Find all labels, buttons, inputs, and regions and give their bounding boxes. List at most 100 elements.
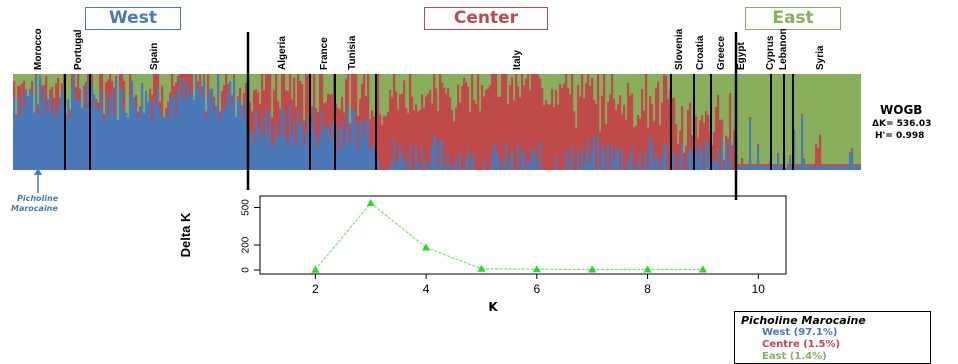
ancestry-column-west	[91, 85, 94, 170]
ancestry-column-center	[565, 74, 568, 149]
ancestry-column-center	[435, 88, 438, 138]
ancestry-column-center	[843, 164, 846, 167]
ancestry-column-center	[153, 74, 156, 100]
ancestry-column-west	[303, 146, 306, 170]
ancestry-column-west	[281, 106, 284, 170]
ancestry-column-center	[275, 74, 278, 123]
ancestry-column-center	[733, 130, 736, 170]
ancestry-column-center	[615, 109, 618, 150]
ancestry-column-west	[125, 112, 128, 170]
ancestry-column-west	[109, 99, 112, 170]
ancestry-column-center	[429, 89, 432, 162]
ancestry-column-west	[509, 156, 512, 170]
ancestry-column-west	[751, 166, 754, 170]
ancestry-column-west	[159, 108, 162, 170]
ancestry-column-center	[21, 83, 24, 93]
ancestry-column-center	[347, 74, 350, 105]
ancestry-column-west	[529, 162, 532, 170]
ancestry-column-center	[757, 144, 760, 146]
ancestry-column-center	[721, 119, 724, 138]
ancestry-column-center	[223, 84, 226, 110]
ancestry-column-west	[363, 136, 366, 170]
ancestry-column-center	[799, 164, 802, 167]
ancestry-column-west	[409, 145, 412, 170]
ancestry-column-west	[323, 124, 326, 170]
ancestry-column-west	[415, 146, 418, 170]
ancestry-column-west	[689, 147, 692, 170]
ancestry-column-center	[445, 93, 448, 170]
ancestry-column-center	[387, 111, 390, 170]
arrow-up-icon	[34, 168, 42, 193]
ancestry-column-west	[35, 75, 38, 170]
ancestry-column-center	[239, 87, 242, 102]
ancestry-column-center	[449, 97, 452, 166]
ancestry-column-west	[253, 144, 256, 170]
ancestry-column-west	[467, 148, 470, 170]
ancestry-column-center	[825, 164, 828, 167]
ancestry-column-west	[51, 113, 54, 170]
ancestry-column-center	[737, 164, 740, 167]
ancestry-column-west	[137, 117, 140, 170]
ancestry-column-center	[807, 164, 810, 167]
ancestry-column-center	[307, 74, 310, 115]
ancestry-column-west	[447, 154, 450, 170]
ancestry-column-center	[547, 104, 550, 170]
ancestry-column-center	[403, 80, 406, 161]
ancestry-column-west	[781, 166, 784, 170]
ancestry-column-west	[155, 104, 158, 170]
ancestry-column-center	[659, 125, 662, 170]
ancestry-column-west	[739, 166, 742, 170]
ancestry-column-center	[453, 121, 456, 165]
ancestry-column-center	[563, 83, 566, 170]
ancestry-column-west	[673, 151, 676, 170]
ancestry-column-center	[525, 78, 528, 170]
ancestry-column-west	[119, 87, 122, 170]
ancestry-column-west	[273, 144, 276, 170]
ancestry-column-center	[831, 164, 834, 167]
ancestry-column-center	[639, 118, 642, 155]
ancestry-column-west	[71, 88, 74, 170]
ancestry-column-west	[795, 166, 798, 170]
ancestry-column-center	[553, 107, 556, 170]
ancestry-column-center	[523, 85, 526, 153]
legend-title: Picholine Marocaine	[741, 314, 866, 327]
ancestry-column-west	[657, 161, 660, 170]
ancestry-column-center	[679, 130, 682, 157]
ancestry-column-center	[335, 103, 338, 128]
ancestry-column-west	[33, 112, 36, 170]
ancestry-column-west	[163, 117, 166, 170]
ancestry-column-center	[425, 96, 428, 162]
ancestry-column-center	[303, 120, 306, 147]
ancestry-column-west	[767, 166, 770, 170]
ancestry-column-west	[483, 159, 486, 170]
ancestry-column-center	[295, 106, 298, 145]
ancestry-column-west	[95, 105, 98, 170]
ancestry-column-center	[279, 108, 282, 136]
ancestry-column-center	[269, 74, 272, 113]
ancestry-column-center	[377, 74, 380, 158]
ancestry-column-center	[49, 89, 52, 95]
ancestry-column-west	[203, 78, 206, 170]
ancestry-column-center	[513, 100, 516, 170]
ancestry-column-west	[583, 165, 586, 170]
ancestry-column-center	[711, 145, 714, 164]
ancestry-column-center	[745, 164, 748, 167]
ancestry-column-center	[249, 101, 252, 132]
ancestry-column-west	[329, 139, 332, 170]
ancestry-column-center	[545, 100, 548, 170]
ancestry-column-center	[75, 86, 78, 101]
ancestry-column-center	[177, 75, 180, 90]
delta-k-point	[532, 265, 541, 273]
ancestry-column-center	[175, 82, 178, 116]
ancestry-column-west	[585, 154, 588, 170]
ancestry-column-center	[97, 102, 100, 111]
ancestry-column-west	[17, 99, 20, 170]
ancestry-column-center	[573, 111, 576, 170]
ancestry-column-center	[71, 74, 74, 89]
ancestry-column-west	[153, 99, 156, 170]
ancestry-column-west	[343, 146, 346, 170]
ancestry-column-west	[679, 156, 682, 170]
ancestry-column-center	[641, 89, 644, 170]
ancestry-column-west	[245, 99, 248, 170]
ancestry-column-west	[313, 108, 316, 170]
